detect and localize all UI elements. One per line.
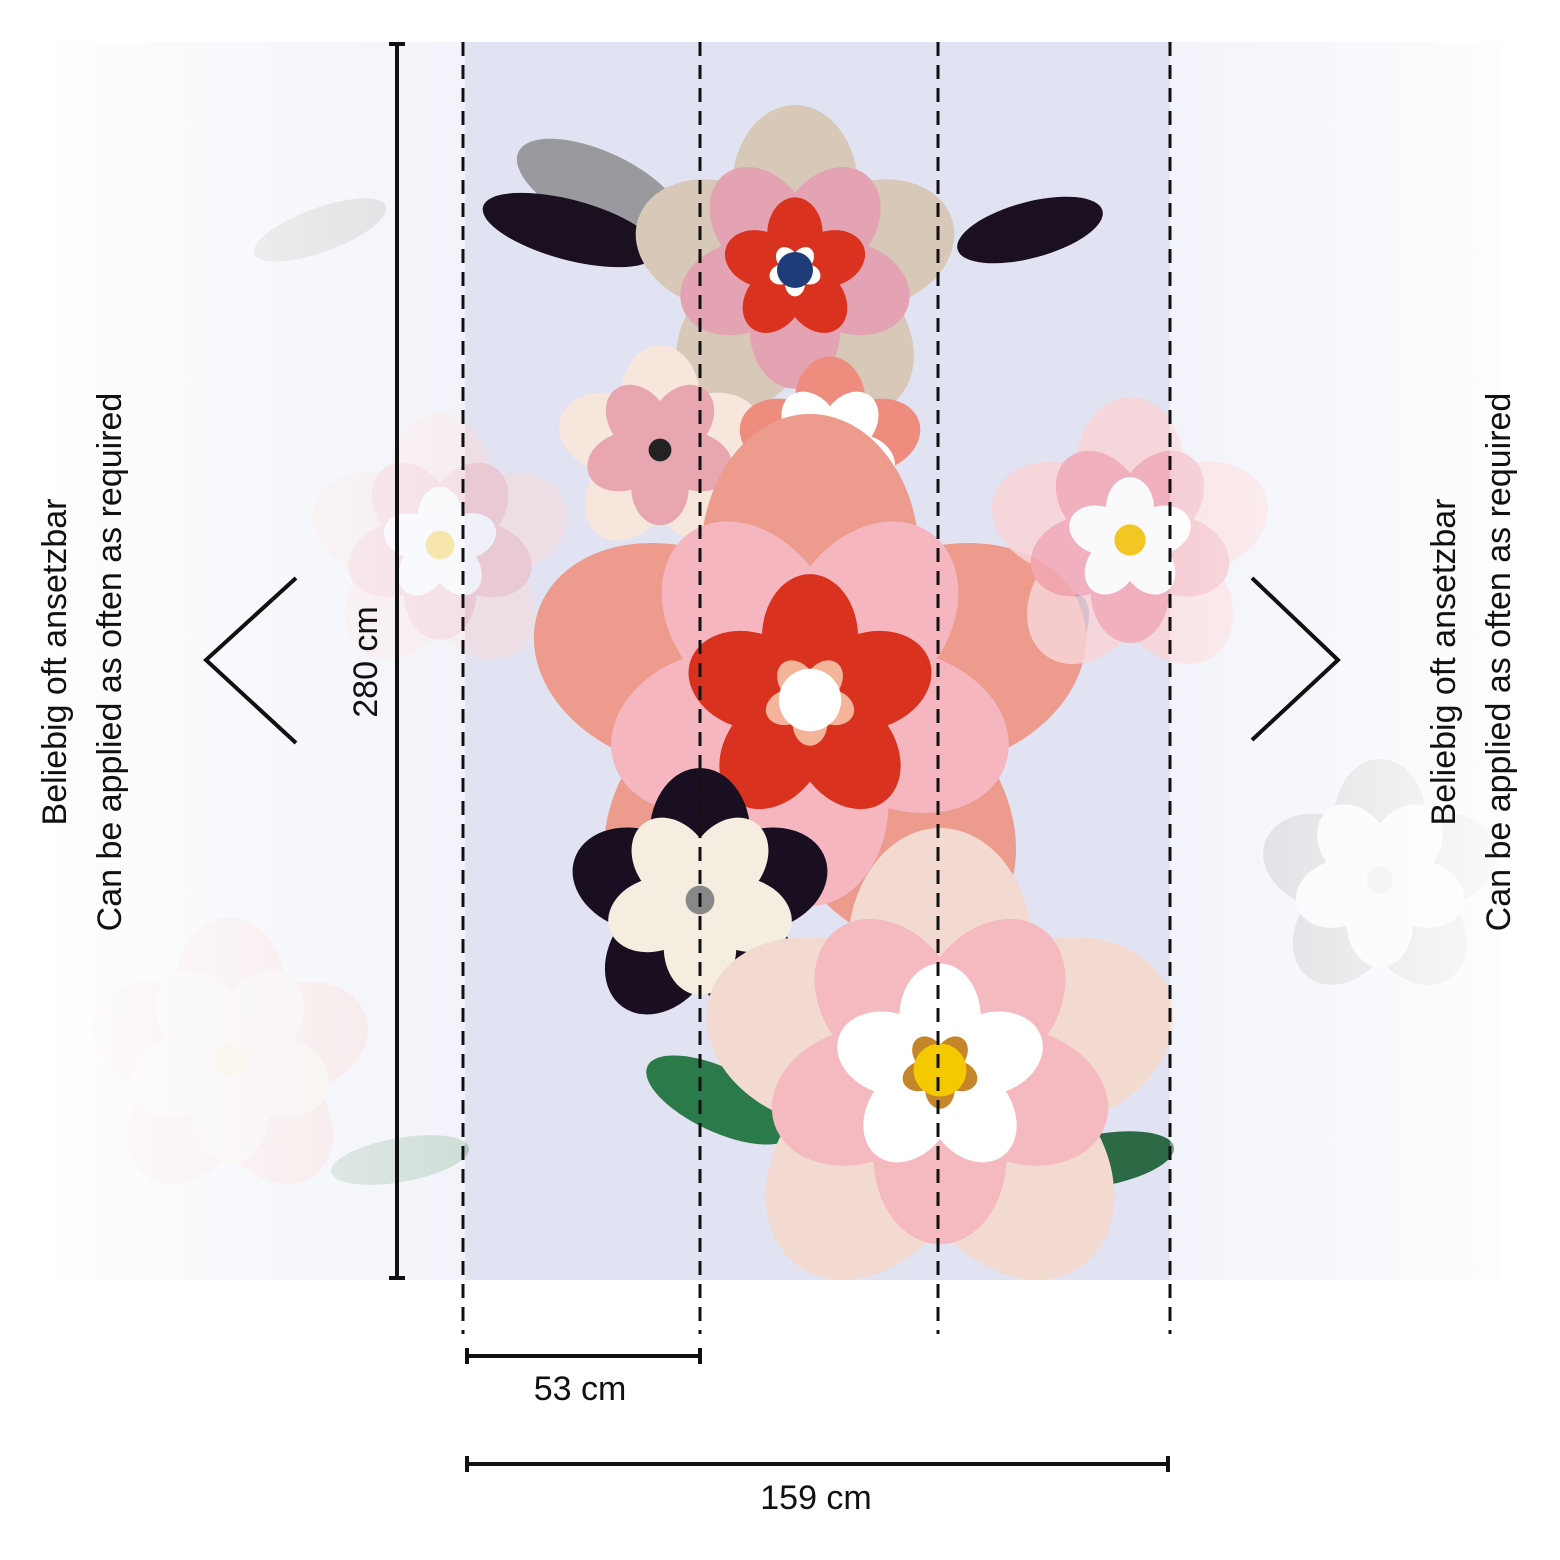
flower-center [1114, 524, 1146, 556]
leaf [646, 1055, 794, 1145]
left-note-german: Beliebig oft ansetzbar [36, 499, 74, 826]
total-width-label: 159 cm [760, 1479, 872, 1517]
left-arrow [203, 576, 298, 745]
right-arrow [1250, 576, 1341, 742]
petal [1105, 477, 1155, 540]
flower [635, 105, 955, 414]
right-note-german: Beliebig oft ansetzbar [1425, 499, 1463, 826]
leaf [482, 192, 658, 268]
panel-width-label: 53 cm [534, 1370, 627, 1408]
flower [572, 768, 828, 1015]
flower [706, 828, 1174, 1280]
petal [605, 384, 670, 455]
left-note-english: Can be applied as often as required [91, 393, 129, 932]
flower-center [777, 252, 813, 288]
flower [533, 414, 1087, 948]
right-fade [1170, 0, 1560, 1290]
left-fade [0, 0, 465, 1290]
flower-center [913, 1043, 967, 1097]
total-width-dimension: 159 cm [465, 1456, 1170, 1517]
flower-center [778, 668, 842, 732]
flower-center [648, 438, 672, 462]
height-dimension: 280 cm [347, 42, 405, 1280]
leaf [957, 196, 1103, 264]
right-note-english: Can be applied as often as required [1480, 393, 1518, 932]
petal [631, 817, 713, 906]
flower [559, 345, 761, 541]
height-label: 280 cm [347, 606, 385, 718]
panel-width-dimension: 53 cm [465, 1348, 702, 1408]
